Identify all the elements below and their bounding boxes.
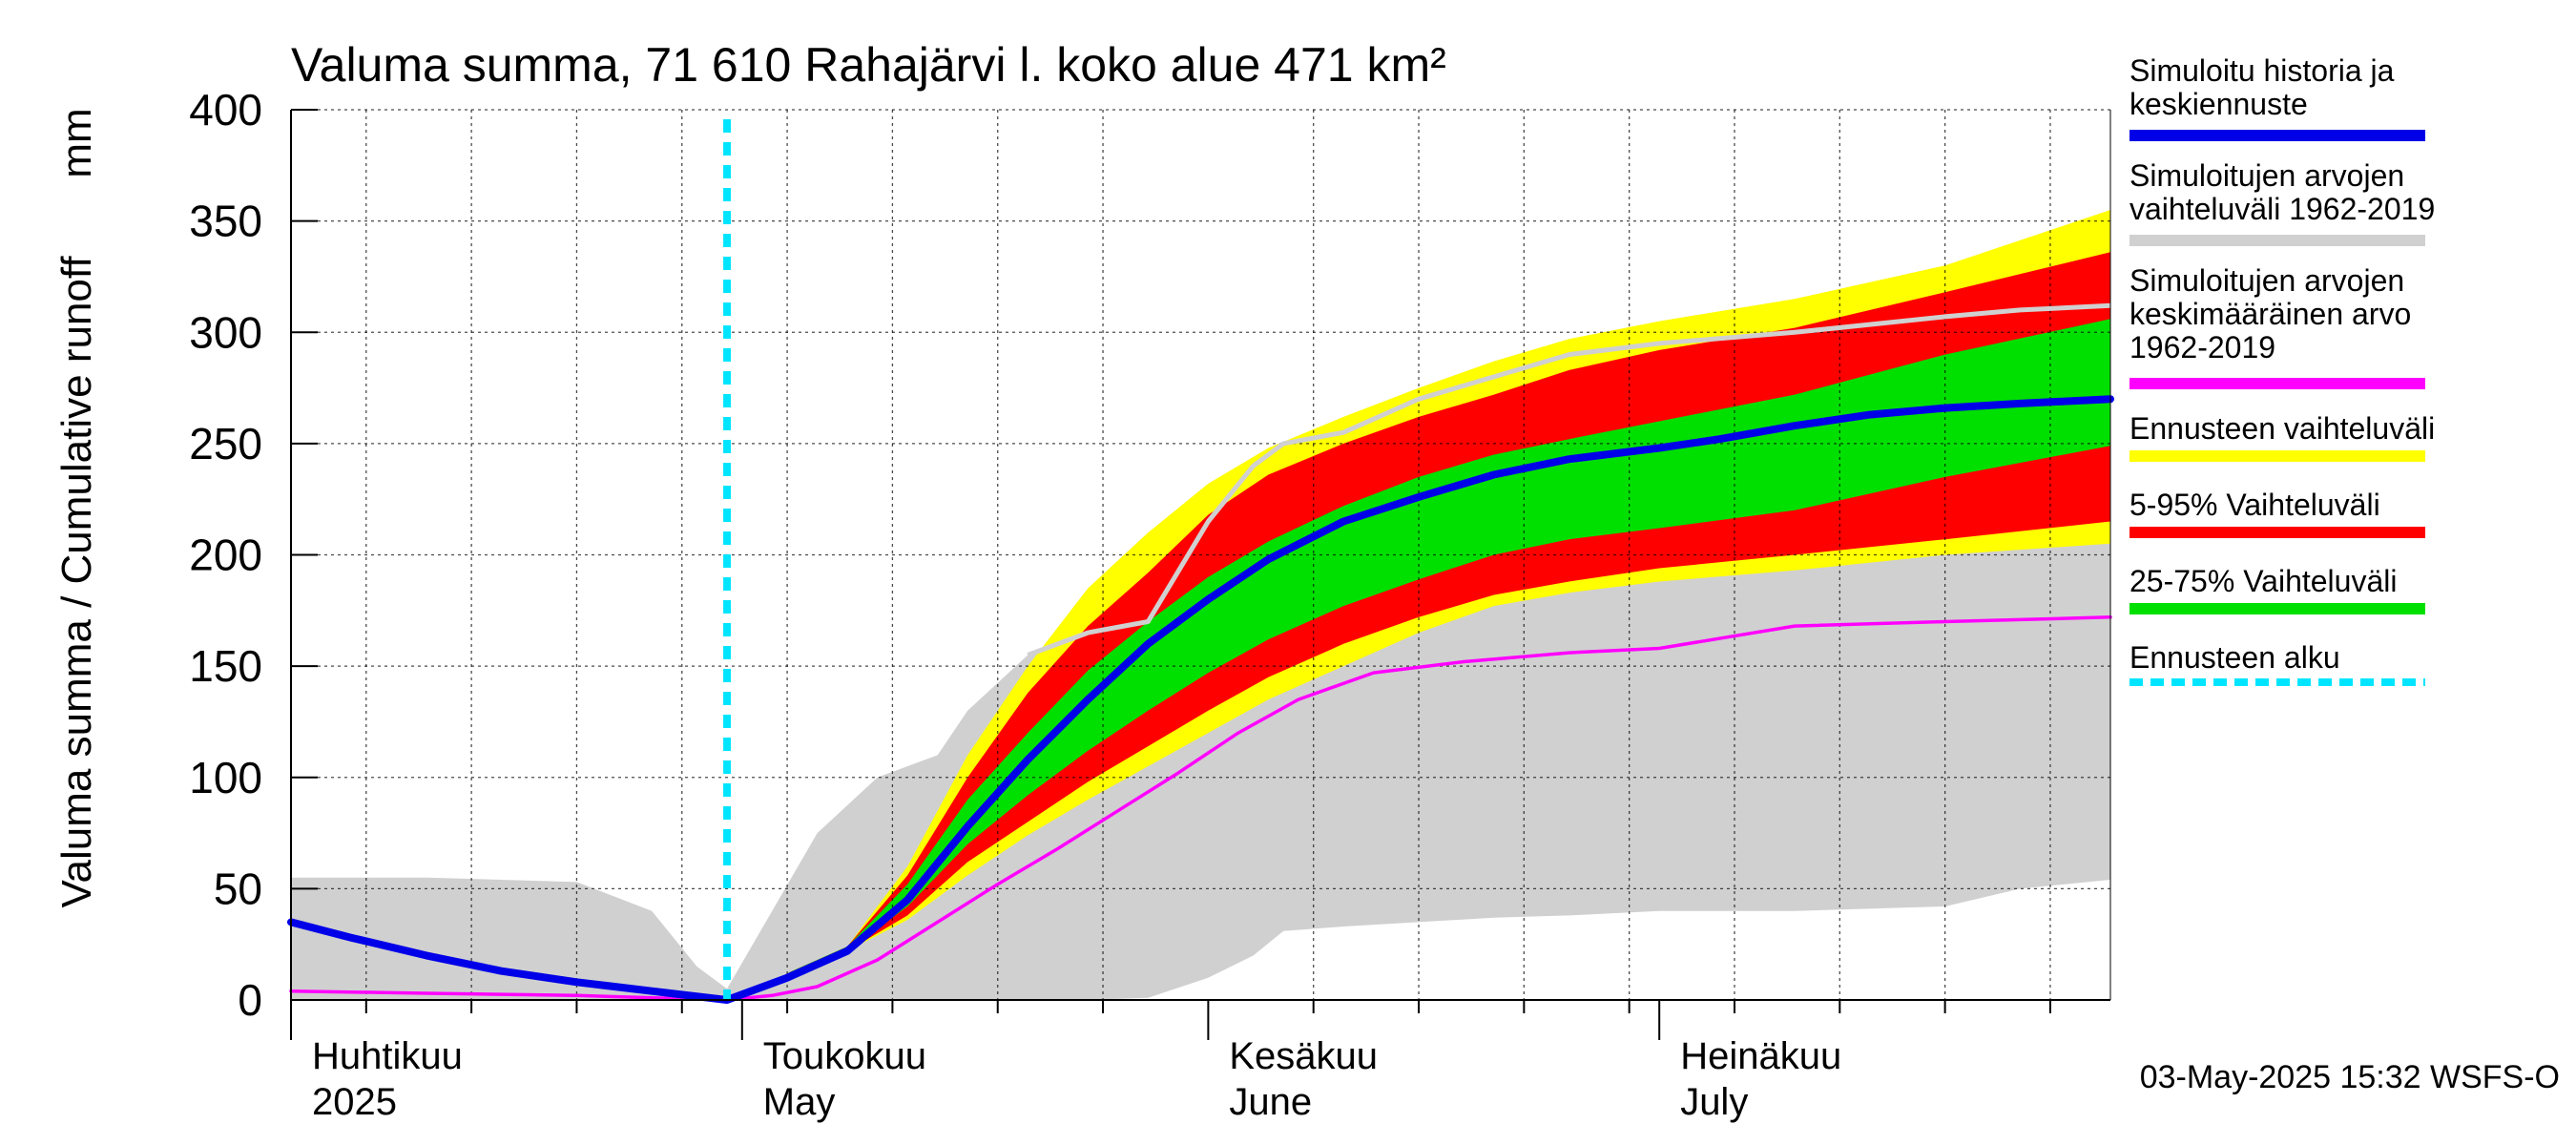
legend-label: Ennusteen alku — [2129, 640, 2340, 675]
legend-label: Ennusteen vaihteluväli — [2129, 411, 2435, 446]
legend-label: Simuloitujen arvojen — [2129, 158, 2404, 193]
y-axis-label: Valuma summa / Cumulative runoff — [53, 256, 100, 908]
y-tick-labels: 0 50 100 150 200 250 300 350 400 — [189, 85, 262, 1025]
x-month-label-fi: Huhtikuu — [312, 1035, 463, 1077]
y-tick-label: 250 — [189, 419, 262, 468]
x-month-label-en: 2025 — [312, 1081, 397, 1123]
x-month-label-en: July — [1680, 1081, 1748, 1123]
legend-item: Ennusteen alku — [2129, 640, 2425, 686]
legend-label: vaihteluväli 1962-2019 — [2129, 192, 2435, 226]
band-areas — [291, 210, 2110, 1000]
axes — [290, 109, 2111, 1040]
y-tick-label: 0 — [238, 975, 262, 1025]
y-tick-label: 300 — [189, 307, 262, 357]
legend-label: keskimääräinen arvo — [2129, 297, 2411, 331]
series-lines — [287, 302, 2114, 1004]
timestamp: 03-May-2025 15:32 WSFS-O — [2140, 1059, 2560, 1095]
series-line-1 — [287, 395, 2114, 1004]
legend-item: Ennusteen vaihteluväli — [2129, 411, 2435, 462]
legend-label: 1962-2019 — [2129, 330, 2275, 364]
y-tick-label: 100 — [189, 753, 262, 802]
x-month-label-en: May — [763, 1081, 836, 1123]
legend: Simuloitu historia jakeskiennusteSimuloi… — [2129, 53, 2435, 686]
x-month-label-fi: Kesäkuu — [1229, 1035, 1378, 1077]
legend-label: 25-75% Vaihteluväli — [2129, 564, 2397, 598]
chart-title: Valuma summa, 71 610 Rahajärvi l. koko a… — [291, 38, 1446, 92]
legend-item: 5-95% Vaihteluväli — [2129, 488, 2425, 538]
x-month-label-fi: Heinäkuu — [1680, 1035, 1841, 1077]
y-axis-unit: mm — [53, 108, 100, 177]
y-tick-label: 350 — [189, 197, 262, 246]
y-tick-label: 200 — [189, 531, 262, 580]
grid-lines — [291, 109, 2110, 1000]
y-tick-label: 150 — [189, 641, 262, 691]
legend-label: Simuloitu historia ja — [2129, 53, 2395, 88]
legend-label: Simuloitujen arvojen — [2129, 263, 2404, 298]
x-month-label-fi: Toukokuu — [763, 1035, 926, 1077]
legend-label: 5-95% Vaihteluväli — [2129, 488, 2380, 522]
x-month-label-en: June — [1229, 1081, 1312, 1123]
y-tick-label: 50 — [214, 864, 262, 913]
history-max-line — [1027, 302, 2111, 657]
band-3 — [787, 319, 2110, 973]
legend-label: keskiennuste — [2129, 87, 2308, 121]
legend-item: 25-75% Vaihteluväli — [2129, 564, 2425, 614]
y-tick-label: 400 — [189, 85, 262, 135]
